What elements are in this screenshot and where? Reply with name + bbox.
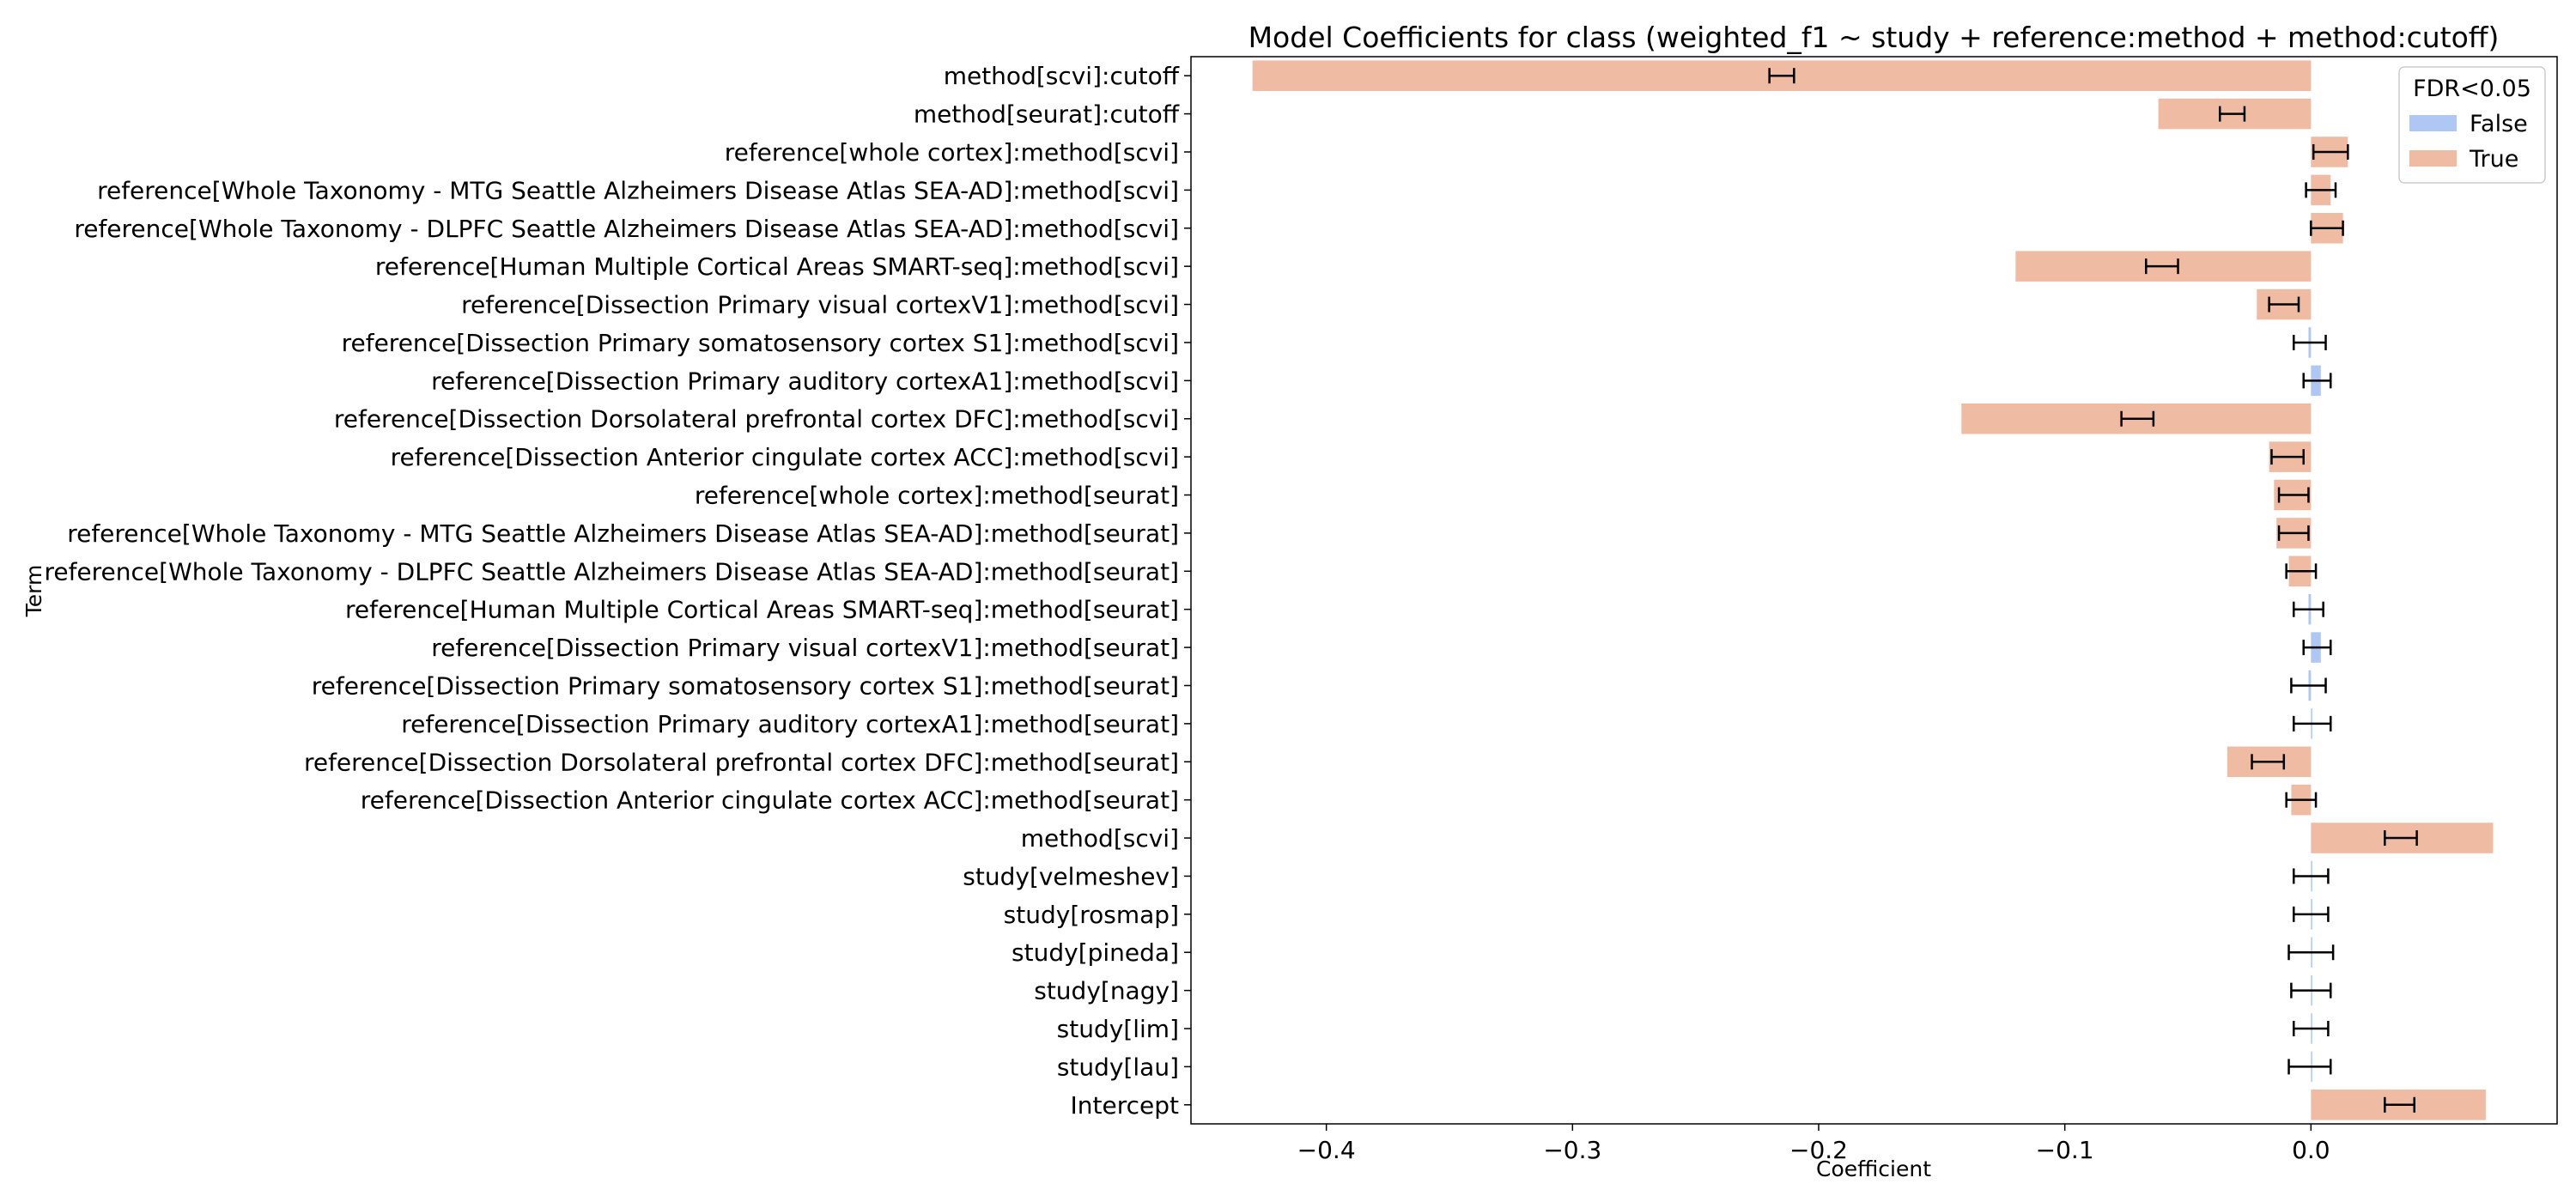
y-tick-label: reference[Dissection Dorsolateral prefro… xyxy=(334,405,1179,434)
y-tick-label: reference[Human Multiple Cortical Areas … xyxy=(345,596,1179,624)
error-bar xyxy=(2293,868,2330,884)
y-tick-label: reference[Dissection Primary auditory co… xyxy=(401,710,1179,738)
error-bar xyxy=(2384,830,2418,847)
error-bar xyxy=(2302,640,2332,656)
error-bar xyxy=(2120,410,2155,427)
y-tick-label: reference[Dissection Primary visual cort… xyxy=(461,291,1179,319)
y-tick-label: study[lau] xyxy=(1057,1053,1179,1081)
error-bar xyxy=(2310,220,2344,236)
errorbars-layer xyxy=(1768,68,2418,1113)
y-tick-label: method[scvi]:cutoff xyxy=(944,62,1180,90)
y-tick-label: reference[Dissection Anterior cingulate … xyxy=(361,786,1179,815)
y-tick-label: reference[Dissection Primary somatosenso… xyxy=(312,671,1179,700)
error-bar xyxy=(2287,1059,2332,1075)
y-axis-label: Term xyxy=(21,565,46,618)
y-tick-label: reference[Dissection Dorsolateral prefro… xyxy=(304,748,1179,776)
error-bar xyxy=(2384,1096,2415,1113)
error-bar xyxy=(2293,334,2327,350)
error-bar xyxy=(2293,1021,2330,1037)
x-tick-label: −0.3 xyxy=(1543,1136,1601,1164)
x-tick-label: 0.0 xyxy=(2292,1136,2330,1164)
y-tick-label: reference[Whole Taxonomy - MTG Seattle A… xyxy=(97,176,1179,204)
error-bar xyxy=(2302,373,2332,389)
legend-title: FDR<0.05 xyxy=(2413,76,2531,102)
error-bar xyxy=(2268,296,2300,313)
y-tick-label: study[velmeshev] xyxy=(963,862,1179,890)
y-tick-label: reference[Whole Taxonomy - DLPFC Seattle… xyxy=(74,215,1179,243)
y-tick-label: study[pineda] xyxy=(1012,938,1179,967)
chart-title: Model Coefficients for class (weighted_f… xyxy=(1249,21,2500,54)
y-tick-label: reference[Dissection Primary somatosenso… xyxy=(342,329,1179,357)
y-tick-label: reference[Dissection Primary auditory co… xyxy=(431,367,1179,395)
error-bar xyxy=(2293,715,2332,732)
x-tick-label: −0.4 xyxy=(1297,1136,1356,1164)
error-bar xyxy=(2290,677,2327,694)
y-tick-label: method[scvi] xyxy=(1021,824,1179,853)
legend-swatch-false xyxy=(2409,115,2457,131)
y-tick-label: Intercept xyxy=(1071,1091,1180,1120)
error-bar xyxy=(2290,982,2332,999)
x-tick-label: −0.1 xyxy=(2036,1136,2094,1164)
error-bar xyxy=(2251,754,2286,770)
error-bar xyxy=(2285,563,2318,580)
y-tick-label: study[nagy] xyxy=(1034,977,1179,1005)
y-tick-label: reference[Whole Taxonomy - MTG Seattle A… xyxy=(67,519,1179,548)
y-tick-label: study[lim] xyxy=(1057,1015,1179,1043)
error-bar xyxy=(2219,106,2246,122)
y-tick-label: reference[Whole Taxonomy - DLPFC Seattle… xyxy=(44,557,1179,586)
legend-label-true: True xyxy=(2469,146,2518,173)
y-tick-label: reference[Dissection Primary visual cort… xyxy=(431,634,1179,662)
y-tick-label: study[rosmap] xyxy=(1004,901,1179,929)
error-bar xyxy=(2277,525,2310,541)
legend-swatch-true xyxy=(2409,150,2457,167)
error-bar xyxy=(2285,792,2318,808)
x-axis-label: Coefficient xyxy=(1816,1156,1931,1181)
y-tick-label: reference[Human Multiple Cortical Areas … xyxy=(375,252,1179,281)
error-bar xyxy=(1768,68,1795,84)
error-bar xyxy=(2270,449,2305,465)
error-bar xyxy=(2145,258,2179,275)
y-axis-ticks: method[scvi]:cutoff method[seurat]:cutoff… xyxy=(44,62,1191,1120)
legend-label-false: False xyxy=(2470,111,2528,137)
y-tick-label: reference[whole cortex]:method[seurat] xyxy=(695,482,1179,510)
y-tick-label: reference[whole cortex]:method[scvi] xyxy=(725,138,1179,167)
y-tick-label: reference[Dissection Anterior cingulate … xyxy=(391,443,1179,471)
error-bar xyxy=(2277,487,2310,503)
legend: FDR<0.05 False True xyxy=(2398,66,2546,184)
error-bar xyxy=(2293,906,2330,922)
y-tick-label: method[seurat]:cutoff xyxy=(914,100,1180,129)
x-axis-ticks: −0.4 −0.3 −0.2 −0.1 0.0 xyxy=(1297,1124,2330,1164)
error-bar xyxy=(2305,182,2337,198)
error-bar xyxy=(2287,944,2335,961)
plot-frame xyxy=(1190,56,2558,1125)
error-bar xyxy=(2312,143,2349,160)
bars-layer xyxy=(1252,60,2494,1120)
error-bar xyxy=(2293,601,2324,617)
x-tick-label: −0.2 xyxy=(1789,1136,1848,1164)
